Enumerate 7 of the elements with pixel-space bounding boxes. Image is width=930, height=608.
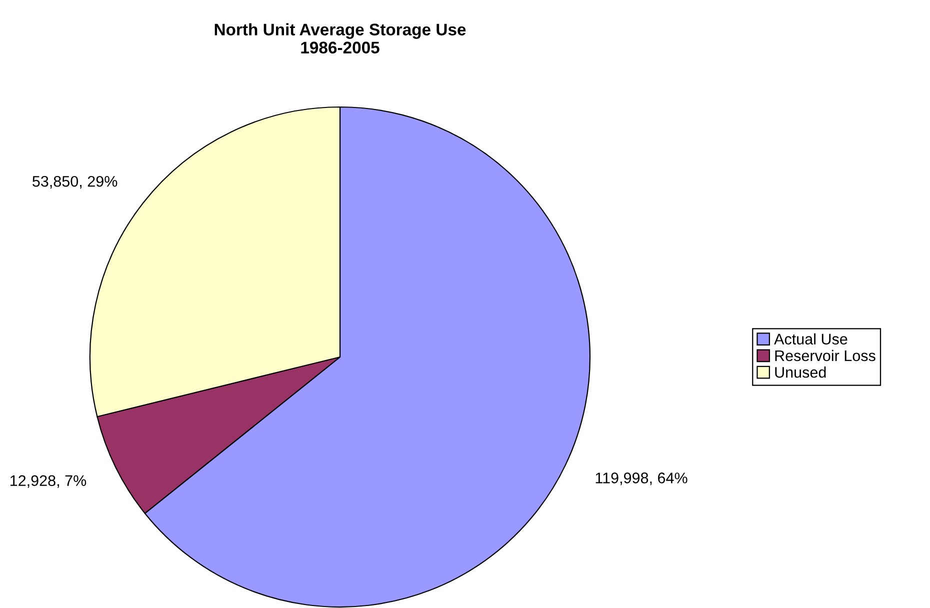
data-label: 53,850, 29% bbox=[32, 176, 118, 189]
legend-label: Reservoir Loss bbox=[775, 350, 876, 362]
legend-label: Unused bbox=[775, 366, 826, 378]
data-label: 119,998, 64% bbox=[596, 472, 688, 486]
legend-label: Actual Use bbox=[774, 333, 848, 345]
chart-title: North Unit Average Storage Use 1986-2005 bbox=[214, 23, 466, 54]
data-label: 12,928, 7% bbox=[10, 475, 86, 488]
